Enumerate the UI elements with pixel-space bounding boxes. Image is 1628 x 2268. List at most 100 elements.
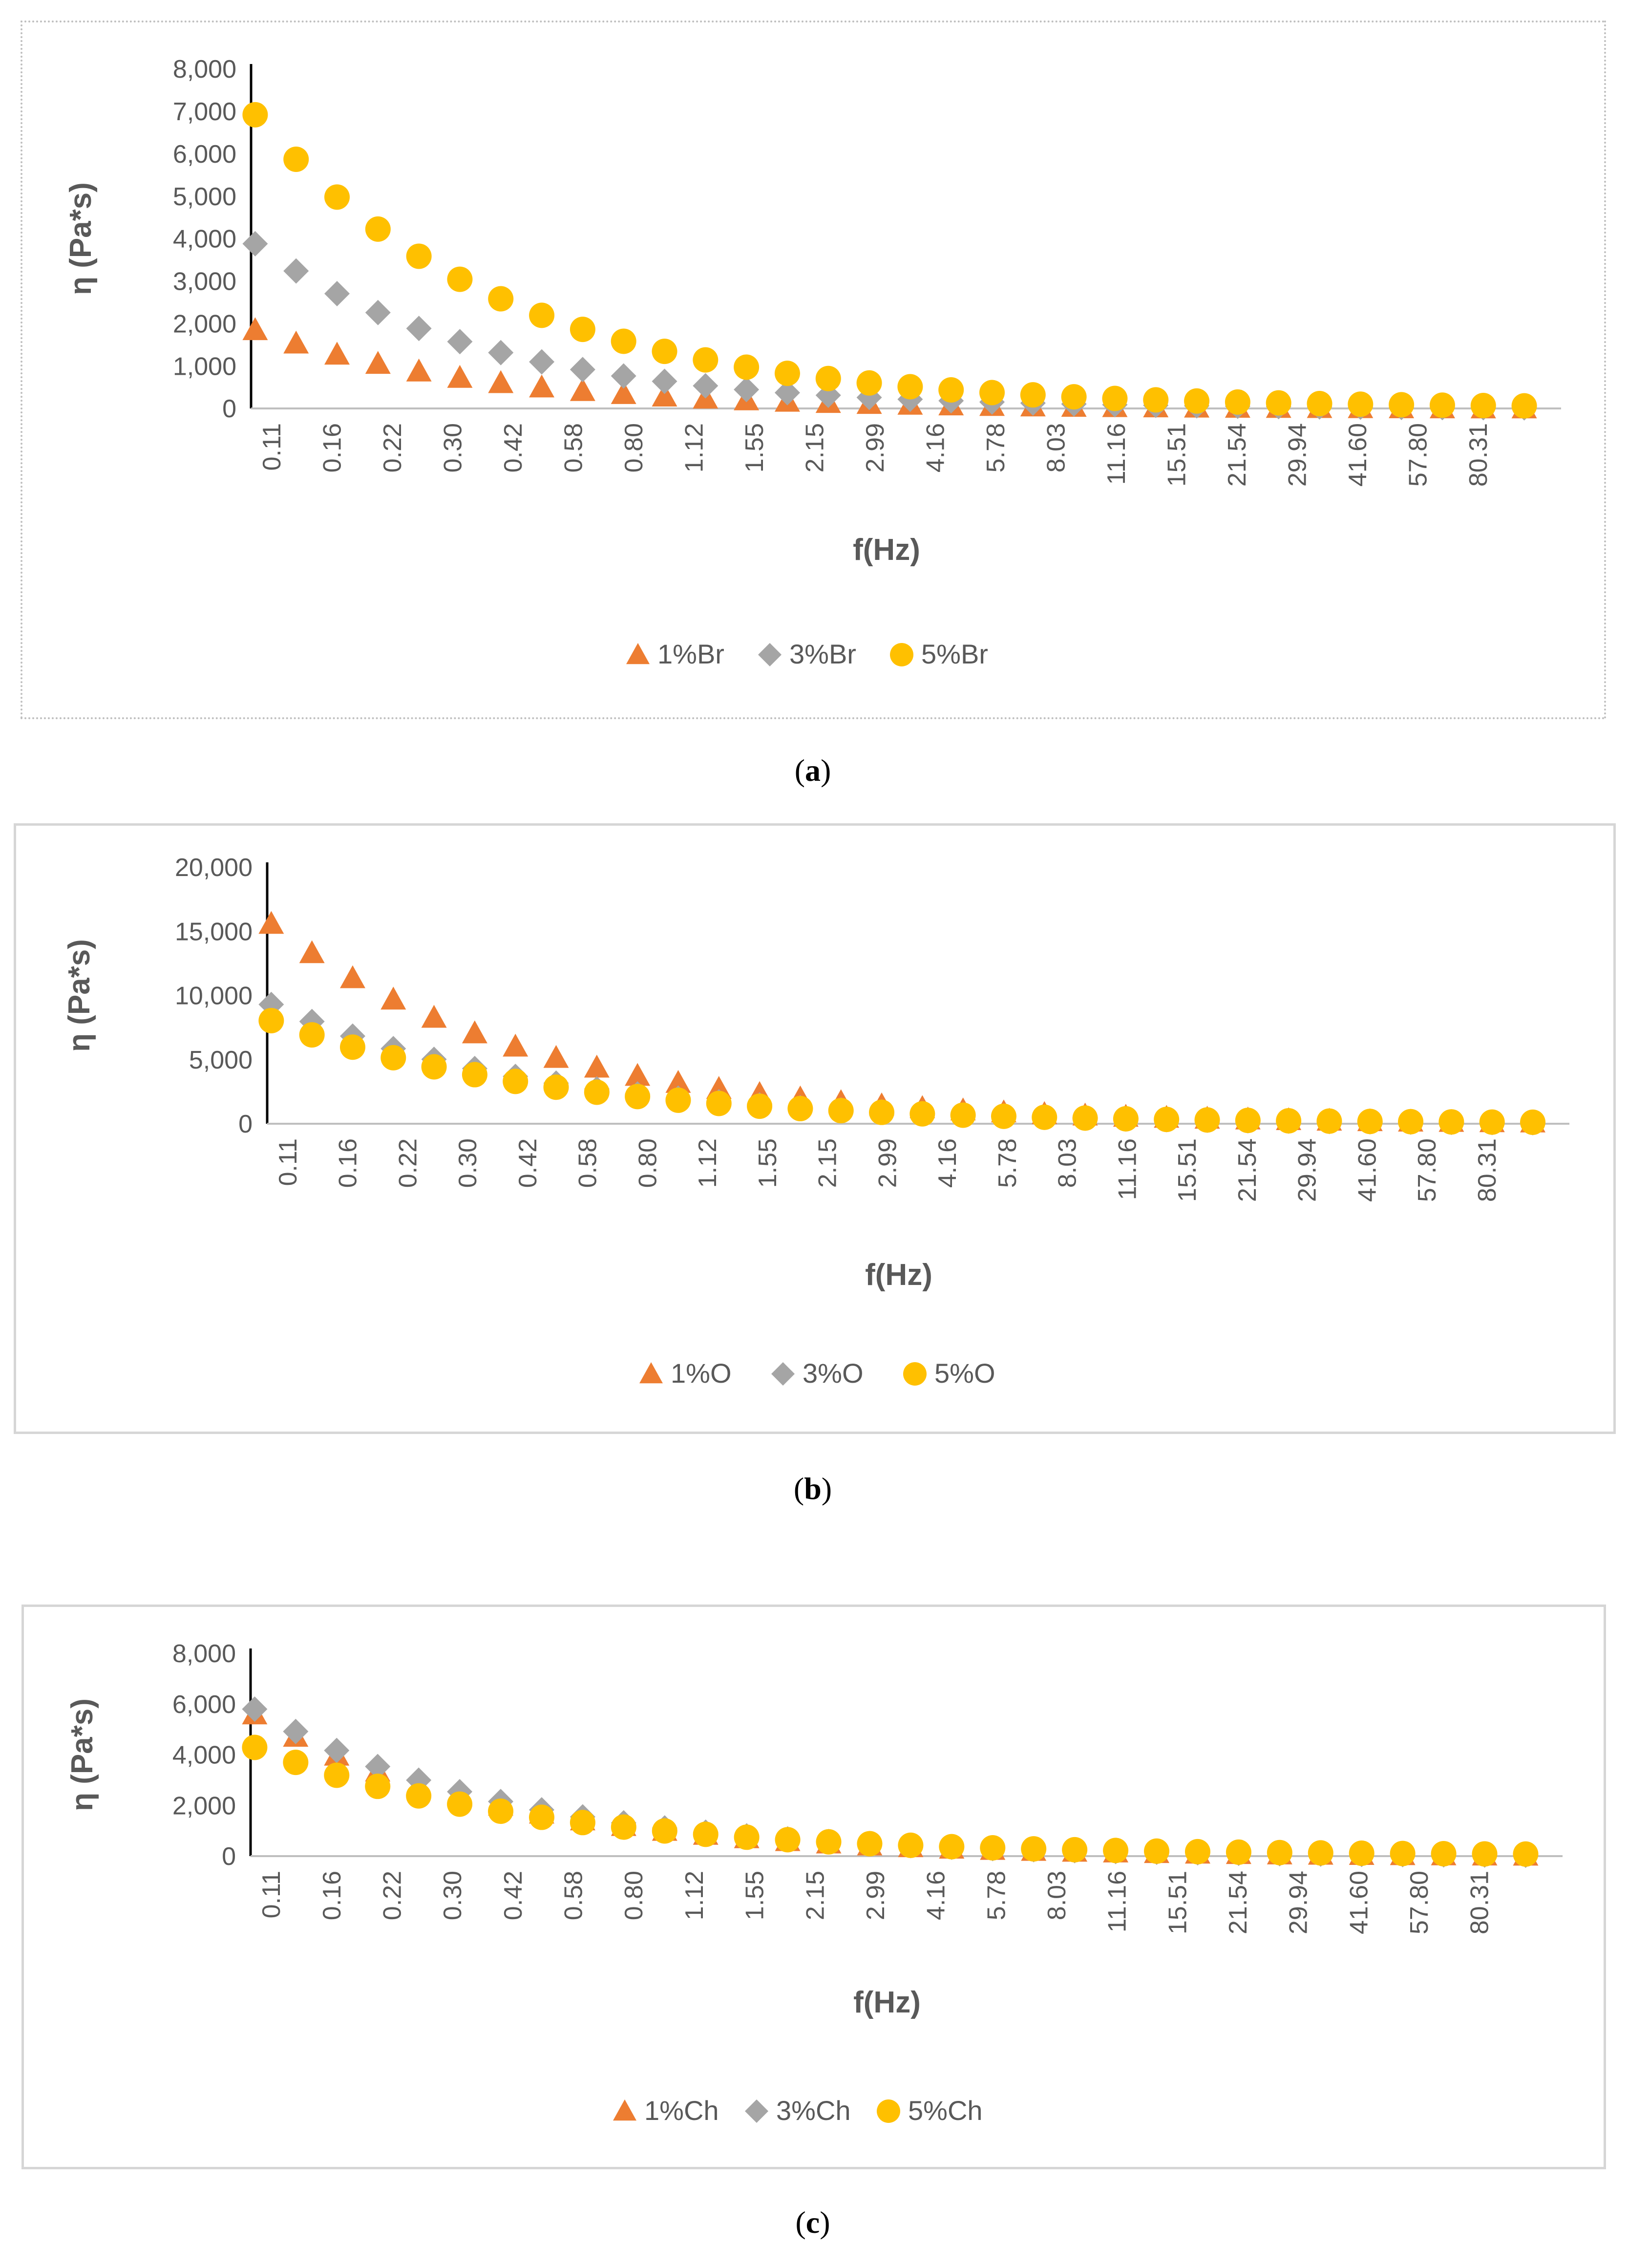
chart-a-legend-label: 3%Br <box>789 639 856 669</box>
caption-b: (b) <box>793 1471 832 1506</box>
chart-b-point <box>1113 1106 1139 1132</box>
chart-b-xtick-label: 29.94 <box>1293 1138 1322 1202</box>
chart-a-series-1 <box>242 317 1537 419</box>
chart-a-point <box>365 300 391 325</box>
chart-c-point <box>447 1791 473 1817</box>
chart-c-xtick-label: 11.16 <box>1103 1871 1132 1932</box>
chart-a-point <box>242 231 268 257</box>
chart-c-xtick-label: 0.80 <box>620 1871 648 1920</box>
chart-c-xtick-label: 1.55 <box>741 1871 769 1920</box>
chart-b-point <box>462 1020 487 1044</box>
chart-c-xtick-label: 0.42 <box>499 1871 528 1920</box>
chart-b-point <box>991 1103 1016 1129</box>
chart-c-xtick-label: 1.12 <box>680 1871 709 1920</box>
chart-b-point <box>258 911 284 934</box>
chart-c-svg: 0 2,000 4,000 6,000 8,000 0.11 0.16 0.22 0.30 0.4… <box>65 1640 1563 2126</box>
chart-c-xtick-label: 80.31 <box>1466 1871 1494 1934</box>
chart-c-legend-label: 5%Ch <box>908 2095 983 2126</box>
chart-a-point <box>1348 391 1374 417</box>
chart-a-point <box>1389 392 1415 418</box>
chart-a-xtick-label: 2.15 <box>801 423 829 472</box>
chart-a-point <box>611 328 636 354</box>
chart-c-ytick-label: 0 <box>222 1842 236 1871</box>
chart-c-point <box>1308 1840 1333 1866</box>
chart-c-point <box>488 1798 514 1824</box>
chart-c-xtick-label: 21.54 <box>1224 1871 1252 1934</box>
chart-b-point <box>1154 1107 1180 1133</box>
chart-a-xtick-label: 0.80 <box>620 423 648 472</box>
chart-b-ytick-label: 20,000 <box>175 854 253 882</box>
chart-a-point <box>529 349 555 375</box>
chart-c-point <box>1390 1840 1416 1866</box>
chart-b-point <box>421 1054 447 1080</box>
chart-a-xtick-label: 4.16 <box>922 423 950 472</box>
chart-c-ytick-label: 4,000 <box>172 1741 236 1770</box>
chart-c-point <box>283 1750 309 1776</box>
chart-a-ytick-label: 0 <box>222 395 236 423</box>
chart-b-xtick-label: 21.54 <box>1233 1138 1262 1202</box>
chart-c-point <box>980 1835 1006 1861</box>
chart-a-point <box>570 357 595 383</box>
chart-a-series-2 <box>242 231 1537 421</box>
chart-c-series-2 <box>242 1696 1539 1868</box>
chart-b-point <box>625 1063 651 1086</box>
chart-b-point <box>258 1007 284 1033</box>
chart-b-point <box>1072 1105 1098 1131</box>
chart-b-point <box>543 1045 569 1068</box>
chart-b-point <box>503 1069 529 1094</box>
chart-a-point <box>570 317 595 342</box>
chart-b-xtick-label: 0.80 <box>634 1138 662 1188</box>
chart-c-point <box>857 1831 883 1857</box>
chart-a-point <box>652 339 677 364</box>
chart-b-xtick-label: 41.60 <box>1353 1138 1381 1202</box>
chart-a-point <box>979 380 1005 406</box>
chart-c-point <box>283 1718 309 1744</box>
chart-b-point <box>625 1084 651 1110</box>
chart-b-svg: 0 5,000 10,000 15,000 20,000 0.11 0.16 0.22 0.30… <box>63 854 1569 1389</box>
chart-c-xtick-label: 0.16 <box>318 1871 346 1920</box>
chart-a-xtick-label: 1.12 <box>680 423 709 472</box>
chart-a-point <box>283 258 309 284</box>
chart-a-point <box>283 147 309 172</box>
chart-a-point <box>1429 392 1455 418</box>
chart-a-ytick-label: 3,000 <box>173 268 236 296</box>
chart-a-xtick-label: 8.03 <box>1042 423 1071 472</box>
chart-b-point <box>665 1087 691 1113</box>
chart-a-series-3 <box>242 102 1537 419</box>
chart-a-xtick-label: 41.60 <box>1344 423 1372 487</box>
chart-a-xtick-label: 0.58 <box>560 423 588 472</box>
chart-c-point <box>1062 1837 1088 1862</box>
chart-a-point <box>897 374 923 400</box>
chart-a-xtick-label: 11.16 <box>1102 423 1131 485</box>
chart-b-point <box>299 1008 325 1034</box>
chart-c-point <box>652 1818 677 1844</box>
chart-a-point <box>447 266 473 292</box>
chart-c-ytick-label: 2,000 <box>172 1792 236 1820</box>
chart-b-xtick-label: 80.31 <box>1473 1138 1501 1202</box>
chart-c-point <box>1513 1841 1539 1867</box>
chart-a-point <box>406 358 432 382</box>
chart-b-xtick-label: 2.99 <box>873 1138 902 1188</box>
chart-c-point <box>1184 1839 1210 1864</box>
chart-c-legend-label: 1%Ch <box>644 2095 719 2126</box>
caption-a: (a) <box>794 753 831 788</box>
chart-b-point <box>1235 1108 1261 1134</box>
chart-a-point <box>283 330 309 354</box>
chart-a-point <box>365 351 391 374</box>
chart-panel-a: 0 1,000 2,000 3,000 4,000 5,000 6,000 7,000 8,00… <box>21 21 1606 719</box>
chart-a-point <box>693 347 719 373</box>
chart-a-point <box>815 365 841 391</box>
chart-b-point <box>747 1093 773 1119</box>
chart-b-point <box>950 1102 976 1128</box>
chart-c-point <box>898 1832 924 1858</box>
chart-a-point <box>774 361 800 386</box>
chart-c-point <box>734 1824 760 1850</box>
chart-a-point <box>938 377 964 403</box>
chart-b-point <box>543 1074 569 1100</box>
chart-c-xtick-label: 8.03 <box>1043 1871 1071 1920</box>
chart-b-point <box>1276 1108 1302 1134</box>
chart-a-point <box>488 286 514 312</box>
chart-a-xtick-label: 80.31 <box>1464 423 1493 487</box>
chart-a-svg: 0 1,000 2,000 3,000 4,000 5,000 6,000 7,000 8,00… <box>64 55 1561 669</box>
chart-c-point <box>1472 1841 1498 1867</box>
